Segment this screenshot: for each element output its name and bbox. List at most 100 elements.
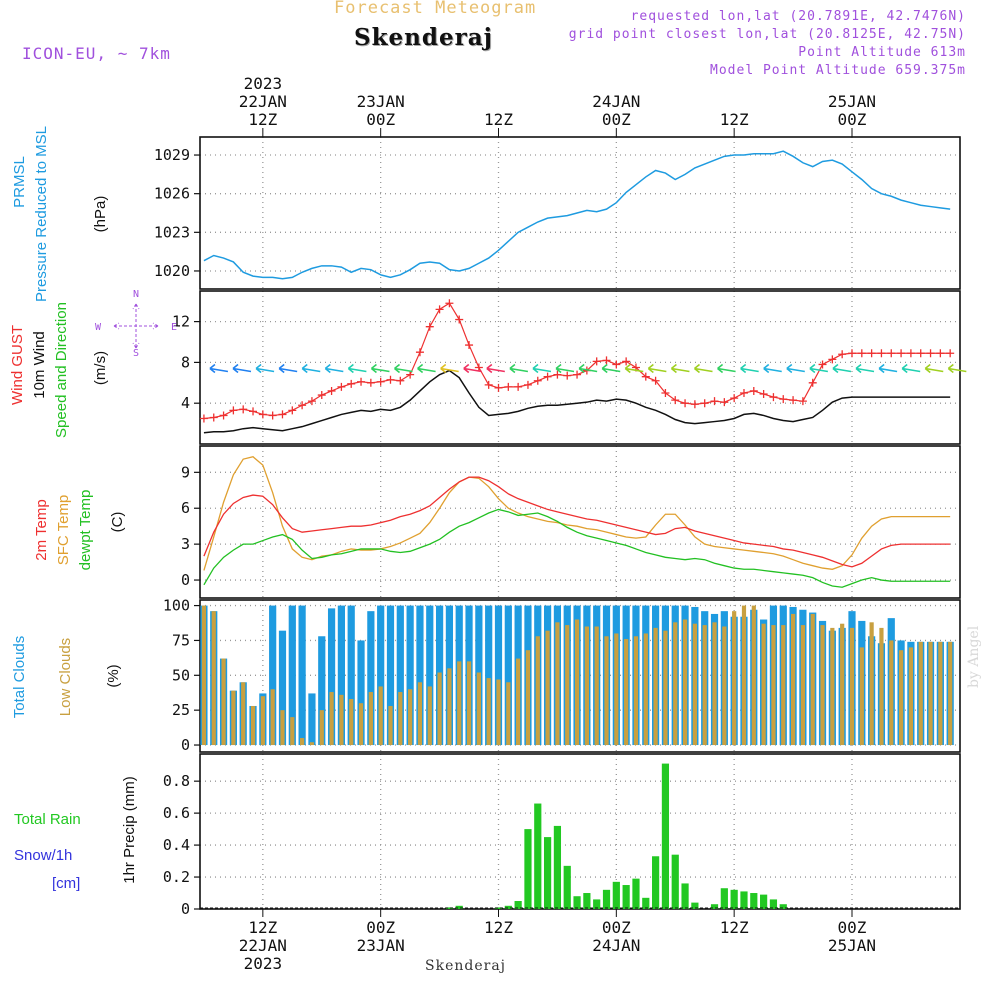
low-cloud-bar — [604, 636, 609, 746]
gust-marker — [936, 349, 945, 358]
footer-location: Skenderaj — [425, 958, 507, 974]
low-cloud-bar — [378, 686, 383, 746]
gust-marker — [612, 360, 621, 369]
gust-marker — [798, 397, 807, 406]
wind-arrow — [647, 363, 667, 374]
low-cloud-bar — [506, 682, 511, 746]
wind-arrow — [509, 363, 529, 374]
location-title: Skenderaj — [354, 24, 493, 51]
x-top-label: 25JAN — [828, 92, 876, 111]
gust-marker — [415, 348, 424, 357]
gust-marker — [268, 411, 277, 420]
gust-marker — [671, 396, 680, 405]
wind-arrow — [717, 363, 736, 374]
compass-west: W — [95, 322, 102, 333]
wind-arrow — [278, 363, 298, 374]
gust-marker — [209, 413, 218, 422]
rain-bar — [445, 907, 454, 909]
requested-point: requested lon,lat (20.7891E, 42.7476N) — [630, 9, 966, 24]
gust-marker — [749, 386, 758, 395]
y-tick-label: 6 — [181, 499, 190, 517]
compass-rose — [113, 303, 159, 349]
low-cloud-bar — [437, 672, 442, 746]
x-top-label: 00Z — [602, 110, 631, 129]
gust-marker — [307, 397, 316, 406]
wind-arrow — [255, 363, 275, 374]
total-cloud-bar — [308, 693, 316, 746]
gust-marker — [386, 375, 395, 384]
pressure-line — [203, 150, 951, 280]
rain-bar — [760, 894, 768, 909]
wind-arrow — [855, 363, 875, 374]
low-cloud-bar — [663, 630, 668, 746]
low-cloud-bar — [339, 694, 344, 746]
low-cloud-bar — [358, 703, 364, 746]
low-cloud-bar — [594, 626, 599, 746]
low-cloud-bar — [300, 738, 305, 746]
x-bottom-label: 12Z — [484, 918, 513, 937]
low-cloud-bar — [692, 623, 697, 746]
gust-marker — [789, 396, 798, 405]
x-bottom-label: 00Z — [602, 918, 631, 937]
low-cloud-bar — [702, 625, 707, 746]
rain-bar — [779, 904, 787, 909]
wind-arrow — [232, 363, 252, 374]
gust-marker — [847, 349, 856, 358]
rain-bar — [730, 889, 738, 909]
y-tick-label: 4 — [181, 394, 190, 412]
low-cloud-bar — [653, 627, 658, 746]
low-cloud-bar — [427, 686, 432, 746]
gust-marker — [828, 355, 837, 364]
gust-marker — [808, 378, 817, 387]
rain-bar — [563, 865, 571, 909]
rain-bar — [602, 889, 611, 909]
low-cloud-bar — [270, 689, 275, 746]
low-cloud-bar — [574, 619, 580, 746]
clouds-unit: (%) — [105, 664, 122, 687]
rain-bar — [553, 825, 562, 909]
low-cloud-bar — [525, 650, 531, 746]
wind-arrow — [624, 363, 644, 374]
gust-marker — [690, 400, 699, 409]
low-cloud-bar — [260, 696, 265, 746]
gust-marker — [641, 372, 650, 381]
rain-label: Total Rain — [14, 811, 81, 828]
wind-arrow — [740, 363, 759, 374]
low-cloud-bar — [820, 625, 825, 746]
gust-marker — [710, 397, 719, 406]
low-cloud-bar — [732, 611, 737, 746]
y-tick-label: 3 — [181, 535, 190, 553]
wind-arrow — [555, 363, 575, 374]
x-bottom-label: 00Z — [838, 918, 867, 937]
low-cloud-bar — [624, 639, 629, 746]
app-title: Forecast Meteogram — [334, 0, 537, 18]
wind-arrow — [417, 363, 436, 374]
total-cloud-bar — [298, 605, 306, 746]
gust-marker — [317, 391, 326, 400]
total-cloud-bar — [347, 605, 355, 746]
low-cloud-bar — [349, 699, 354, 746]
snow-label: Snow/1h — [14, 847, 72, 864]
wind-arrow — [786, 363, 805, 374]
wind-arrow — [809, 363, 829, 374]
total-cloud-bar — [416, 605, 424, 746]
gust-marker — [563, 371, 572, 380]
wind-arrow — [947, 363, 967, 374]
gust-marker — [219, 411, 228, 420]
gust-marker — [504, 382, 513, 391]
rain-bar — [661, 763, 670, 909]
model-altitude: Model Point Altitude 659.375m — [710, 63, 966, 78]
gust-marker — [651, 376, 660, 385]
total-cloud-bar — [377, 605, 385, 746]
gust-marker — [258, 410, 267, 419]
gust-marker — [465, 341, 474, 350]
gust-marker — [229, 406, 238, 415]
gust-marker — [877, 349, 886, 358]
rain-bar — [632, 878, 640, 909]
gust-marker — [916, 349, 925, 358]
x-top-label: 00Z — [838, 110, 867, 129]
x-top-label: 23JAN — [357, 92, 405, 111]
low-cloud-bar — [948, 641, 953, 746]
low-cloud-bar — [584, 626, 589, 746]
gust-marker — [278, 410, 287, 419]
